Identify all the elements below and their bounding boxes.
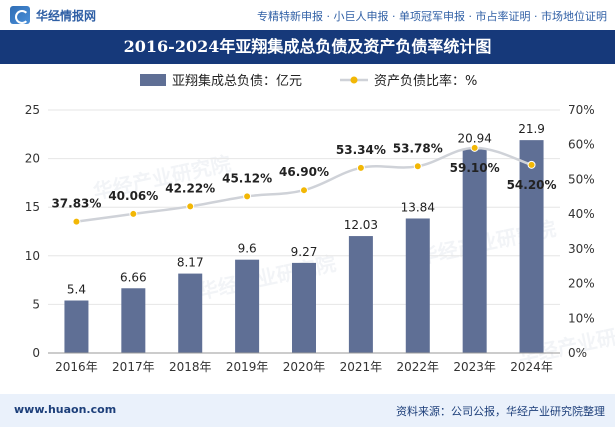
brand[interactable]: 华经情报网 <box>10 5 96 25</box>
x-axis-tick: 2021年 <box>340 360 383 374</box>
right-axis-tick: 20% <box>568 277 595 291</box>
x-axis-tick: 2019年 <box>226 360 269 374</box>
ratio-marker <box>527 160 536 169</box>
bar-value-label: 8.17 <box>177 256 204 270</box>
ratio-value-label: 54.20% <box>507 178 557 192</box>
ratio-value-label: 53.34% <box>336 143 386 157</box>
bar <box>235 259 260 353</box>
bar <box>519 140 544 353</box>
legend-line-marker <box>350 76 358 84</box>
right-axis-tick: 70% <box>568 103 595 117</box>
x-axis-tick: 2016年 <box>55 360 98 374</box>
bar <box>405 218 430 353</box>
x-axis-tick: 2024年 <box>510 360 553 374</box>
left-axis-tick: 15 <box>25 200 40 214</box>
bar <box>178 273 203 353</box>
footer-website[interactable]: www.huaon.com <box>14 403 117 416</box>
top-links[interactable]: 专精特新申报 · 小巨人申报 · 单项冠军申报 · 市占率证明 · 市场地位证明 <box>257 10 607 23</box>
bar <box>121 288 146 353</box>
bar-series <box>64 140 544 353</box>
ratio-marker <box>129 209 138 218</box>
ratio-marker <box>300 186 308 195</box>
top-bar: 华经情报网 专精特新申报 · 小巨人申报 · 单项冠军申报 · 市占率证明 · … <box>0 0 615 30</box>
footer: www.huaon.com 资料来源：公司公报，华经产业研究院整理 <box>0 394 615 427</box>
bar-value-label: 21.9 <box>518 122 545 136</box>
bar-value-label: 9.6 <box>238 242 257 256</box>
bar <box>348 236 373 353</box>
bar-value-label: 6.66 <box>120 270 147 284</box>
footer-source: 资料来源：公司公报，华经产业研究院整理 <box>396 405 605 418</box>
ratio-marker <box>356 163 365 172</box>
legend-line-label: 资产负债比率：% <box>374 73 477 89</box>
line-series <box>72 143 536 226</box>
x-axis-tick: 2018年 <box>169 360 212 374</box>
right-axis-tick: 60% <box>568 138 595 152</box>
right-axis-tick: 0% <box>568 346 587 360</box>
bar-value-label: 20.94 <box>457 131 491 145</box>
right-axis-tick: 50% <box>568 172 595 186</box>
x-axis-tick: 2022年 <box>397 360 440 374</box>
right-axis-tick: 40% <box>568 207 595 221</box>
ratio-marker <box>72 217 81 226</box>
bar-value-label: 5.4 <box>67 283 86 297</box>
ratio-marker <box>413 162 422 171</box>
watermark-3: 华经产业研究院 <box>196 251 338 304</box>
ratio-value-label: 40.06% <box>108 189 158 203</box>
legend-bar-swatch <box>140 74 166 86</box>
legend: 亚翔集成总负债：亿元 资产负债比率：% <box>140 73 477 89</box>
x-axis-tick: 2017年 <box>112 360 155 374</box>
axes: 0 5 10 15 20 25 0% 10% 20% 30% 40% 50% 60% 70% 2016年 20… <box>25 103 595 374</box>
bar-value-label: 9.27 <box>291 245 318 259</box>
bar-value-label: 12.03 <box>344 218 378 232</box>
bar <box>292 262 316 353</box>
ratio-value-label: 53.78% <box>393 141 443 155</box>
x-axis-tick: 2023年 <box>453 360 496 374</box>
ratio-value-label: 45.12% <box>222 171 272 185</box>
ratio-marker <box>470 143 479 152</box>
ratio-value-label: 59.10% <box>450 161 500 175</box>
left-axis-tick: 25 <box>25 103 40 117</box>
ratio-value-label: 46.90% <box>279 165 329 179</box>
left-axis-tick: 20 <box>25 152 40 166</box>
bar-value-label: 13.84 <box>401 200 435 214</box>
title-bar: 2016-2024年亚翔集成总负债及资产负债率统计图 <box>0 30 615 64</box>
left-axis-tick: 5 <box>32 297 40 311</box>
ratio-value-label: 42.22% <box>165 181 215 195</box>
brand-name: 华经情报网 <box>36 8 97 23</box>
right-axis-tick: 30% <box>568 242 595 256</box>
chart-title: 2016-2024年亚翔集成总负债及资产负债率统计图 <box>123 37 492 56</box>
brand-logo-icon <box>10 6 30 24</box>
bar <box>462 149 487 353</box>
ratio-marker <box>186 202 195 211</box>
left-axis-tick: 0 <box>32 346 40 360</box>
ratio-marker <box>243 192 252 201</box>
left-axis-tick: 10 <box>25 249 40 263</box>
ratio-value-label: 37.83% <box>51 197 101 211</box>
data-labels: 5.4 6.66 8.17 9.6 9.27 12.03 13.84 20.94 21.9 37.… <box>51 122 556 296</box>
right-axis-tick: 10% <box>568 311 595 325</box>
bar <box>64 300 89 353</box>
legend-bar-label: 亚翔集成总负债：亿元 <box>172 73 302 89</box>
x-axis-tick: 2020年 <box>283 360 326 374</box>
